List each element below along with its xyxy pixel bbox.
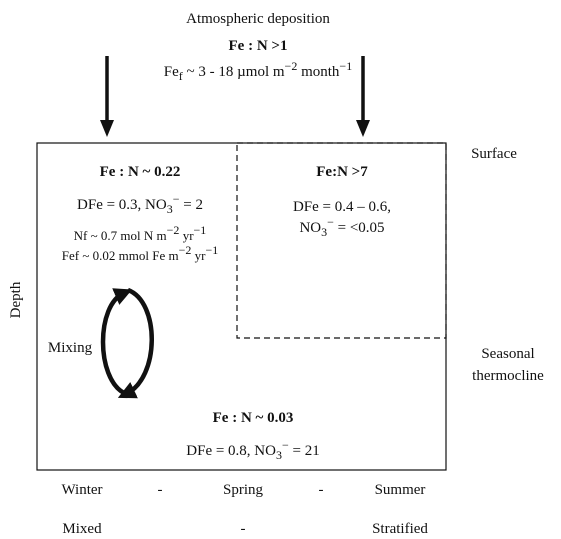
text-run: month xyxy=(297,64,340,80)
supscript: −2 xyxy=(179,243,192,257)
mixing-label: Mixing xyxy=(48,340,93,356)
subscript: 3 xyxy=(321,225,327,239)
mixing-arrows xyxy=(100,287,154,399)
regime: Stratified xyxy=(372,521,428,537)
supscript: −1 xyxy=(205,243,218,257)
subscript: 3 xyxy=(276,448,282,462)
thermocline-label: thermocline xyxy=(472,368,544,384)
text-run: NO xyxy=(299,220,321,236)
text-run: = <0.05 xyxy=(334,220,385,236)
season: Spring xyxy=(223,482,264,498)
text-run: Fef ~ 0.02 mmol Fe m xyxy=(62,248,179,263)
text-run: Nf ~ 0.7 mol N m xyxy=(74,228,167,243)
stratified-box xyxy=(236,142,447,339)
season: - xyxy=(158,482,163,498)
season: Winter xyxy=(61,482,102,498)
text-run: DFe = 0.8, NO xyxy=(186,443,276,459)
regime: Mixed xyxy=(62,521,102,537)
surface-ratio: Fe : N ~ 0.22 xyxy=(100,164,181,180)
surface-label: Surface xyxy=(471,146,517,162)
season: Summer xyxy=(375,482,426,498)
thermocline-label: Seasonal xyxy=(481,346,534,362)
supscript: − xyxy=(282,438,289,452)
supscript: − xyxy=(173,192,180,206)
text-run: yr xyxy=(191,248,206,263)
text-run: ~ 3 - 18 µmol m xyxy=(183,64,285,80)
title: Atmospheric deposition xyxy=(186,11,330,27)
supscript: −1 xyxy=(194,223,207,237)
subscript: 3 xyxy=(167,202,173,216)
stratified-ratio: Fe:N >7 xyxy=(316,164,368,180)
supscript: −2 xyxy=(167,223,180,237)
regime: - xyxy=(241,521,246,537)
surface-concentrations: DFe = 0.3, NO3− = 2 xyxy=(77,192,203,216)
stratified-iron: DFe = 0.4 – 0.6, xyxy=(293,199,391,215)
stratified-nitrate: NO3− = <0.05 xyxy=(299,215,384,239)
text-run: = 2 xyxy=(180,197,203,213)
depth-label: Depth xyxy=(8,281,24,318)
supscript: −2 xyxy=(285,59,298,73)
text-run: Fe xyxy=(164,64,179,80)
deep-concentrations: DFe = 0.8, NO3− = 21 xyxy=(186,438,319,462)
deposition-ratio: Fe : N >1 xyxy=(229,38,288,54)
deep-ratio: Fe : N ~ 0.03 xyxy=(213,410,294,426)
text-run: = 21 xyxy=(289,443,320,459)
season-row: Winter - Spring - Summer xyxy=(61,482,425,498)
nitrogen-flux: Nf ~ 0.7 mol N m−2 yr−1 xyxy=(74,223,207,243)
supscript: −1 xyxy=(339,59,352,73)
iron-flux: Fef ~ 0.02 mmol Fe m−2 yr−1 xyxy=(62,243,218,263)
season: - xyxy=(319,482,324,498)
deposition-flux: Fef ~ 3 - 18 µmol m−2 month−1 xyxy=(164,59,352,83)
subscript: f xyxy=(179,69,183,83)
text-run: DFe = 0.3, NO xyxy=(77,197,167,213)
deposition-arrows xyxy=(100,56,370,137)
supscript: − xyxy=(327,215,334,229)
text-run: yr xyxy=(179,228,194,243)
regime-row: Mixed - Stratified xyxy=(62,521,428,537)
